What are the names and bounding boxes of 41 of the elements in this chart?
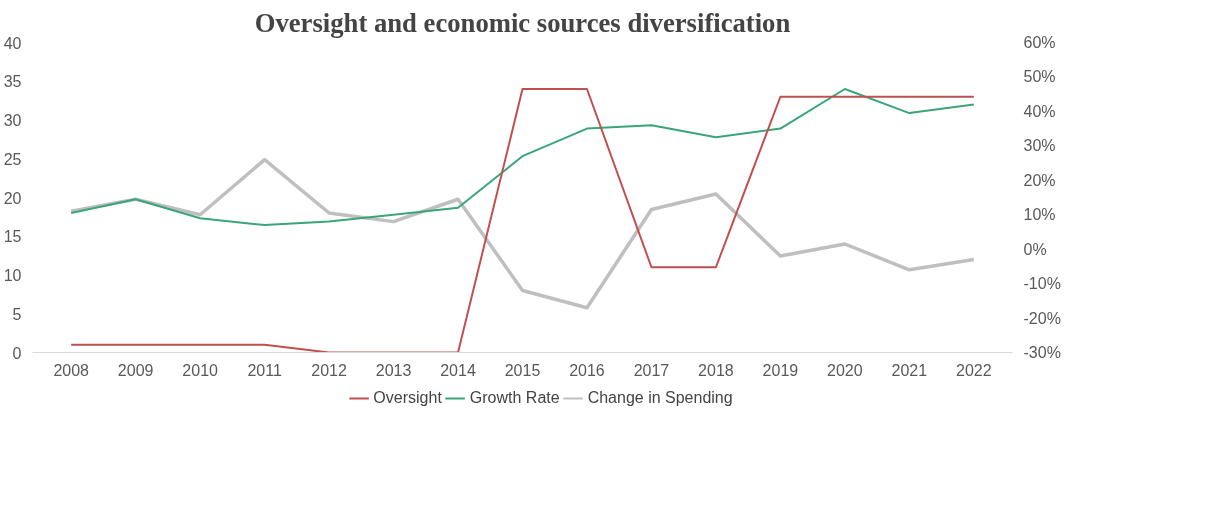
x-tick-label: 2022 xyxy=(956,361,992,379)
x-tick-label: 2010 xyxy=(182,361,219,379)
y2-tick-label: 30% xyxy=(1023,137,1056,155)
y2-tick-label: 10% xyxy=(1023,206,1056,224)
y-tick-label: 5 xyxy=(12,305,22,323)
x-tick-label: 2017 xyxy=(633,361,670,379)
chart-title: Oversight and economic sources diversification xyxy=(254,7,791,38)
y-tick-label: 40 xyxy=(3,34,22,52)
y2-tick-label: 20% xyxy=(1023,171,1056,189)
y2-tick-label: 40% xyxy=(1023,102,1056,120)
x-tick-label: 2014 xyxy=(440,361,476,379)
x-tick-label: 2018 xyxy=(698,361,734,379)
y-tick-label: 10 xyxy=(3,267,22,284)
line-series xyxy=(69,157,976,310)
y-tick-label: 20 xyxy=(3,189,22,207)
x-tick-label: 2021 xyxy=(891,361,928,379)
x-tick-label: 2013 xyxy=(375,361,412,379)
y2-tick-label: -20% xyxy=(1023,309,1061,327)
y2-tick-label: 0% xyxy=(1023,240,1047,258)
y-tick-label: 0 xyxy=(12,344,22,362)
x-tick-label: 2008 xyxy=(53,361,90,379)
legend-label: Growth Rate xyxy=(469,389,560,407)
y2-tick-label: -10% xyxy=(1023,275,1061,293)
x-tick-label: 2019 xyxy=(762,361,799,379)
x-tick-label: 2011 xyxy=(247,361,282,379)
y-tick-label: 35 xyxy=(3,73,22,91)
line-series xyxy=(70,88,975,227)
x-tick-label: 2009 xyxy=(117,361,154,379)
x-tick-label: 2016 xyxy=(569,361,605,379)
y2-tick-label: -30% xyxy=(1023,344,1061,361)
y-tick-label: 25 xyxy=(3,150,22,168)
y-tick-label: 30 xyxy=(3,112,22,129)
y2-tick-label: 50% xyxy=(1023,68,1056,86)
legend-label: Change in Spending xyxy=(587,389,733,407)
line-series xyxy=(70,88,975,353)
legend-label: Oversight xyxy=(373,389,442,407)
x-tick-label: 2012 xyxy=(311,361,347,379)
x-tick-label: 2015 xyxy=(504,361,541,379)
y2-tick-label: 60% xyxy=(1023,34,1056,51)
x-tick-label: 2020 xyxy=(827,361,863,379)
y-tick-label: 15 xyxy=(3,228,22,246)
